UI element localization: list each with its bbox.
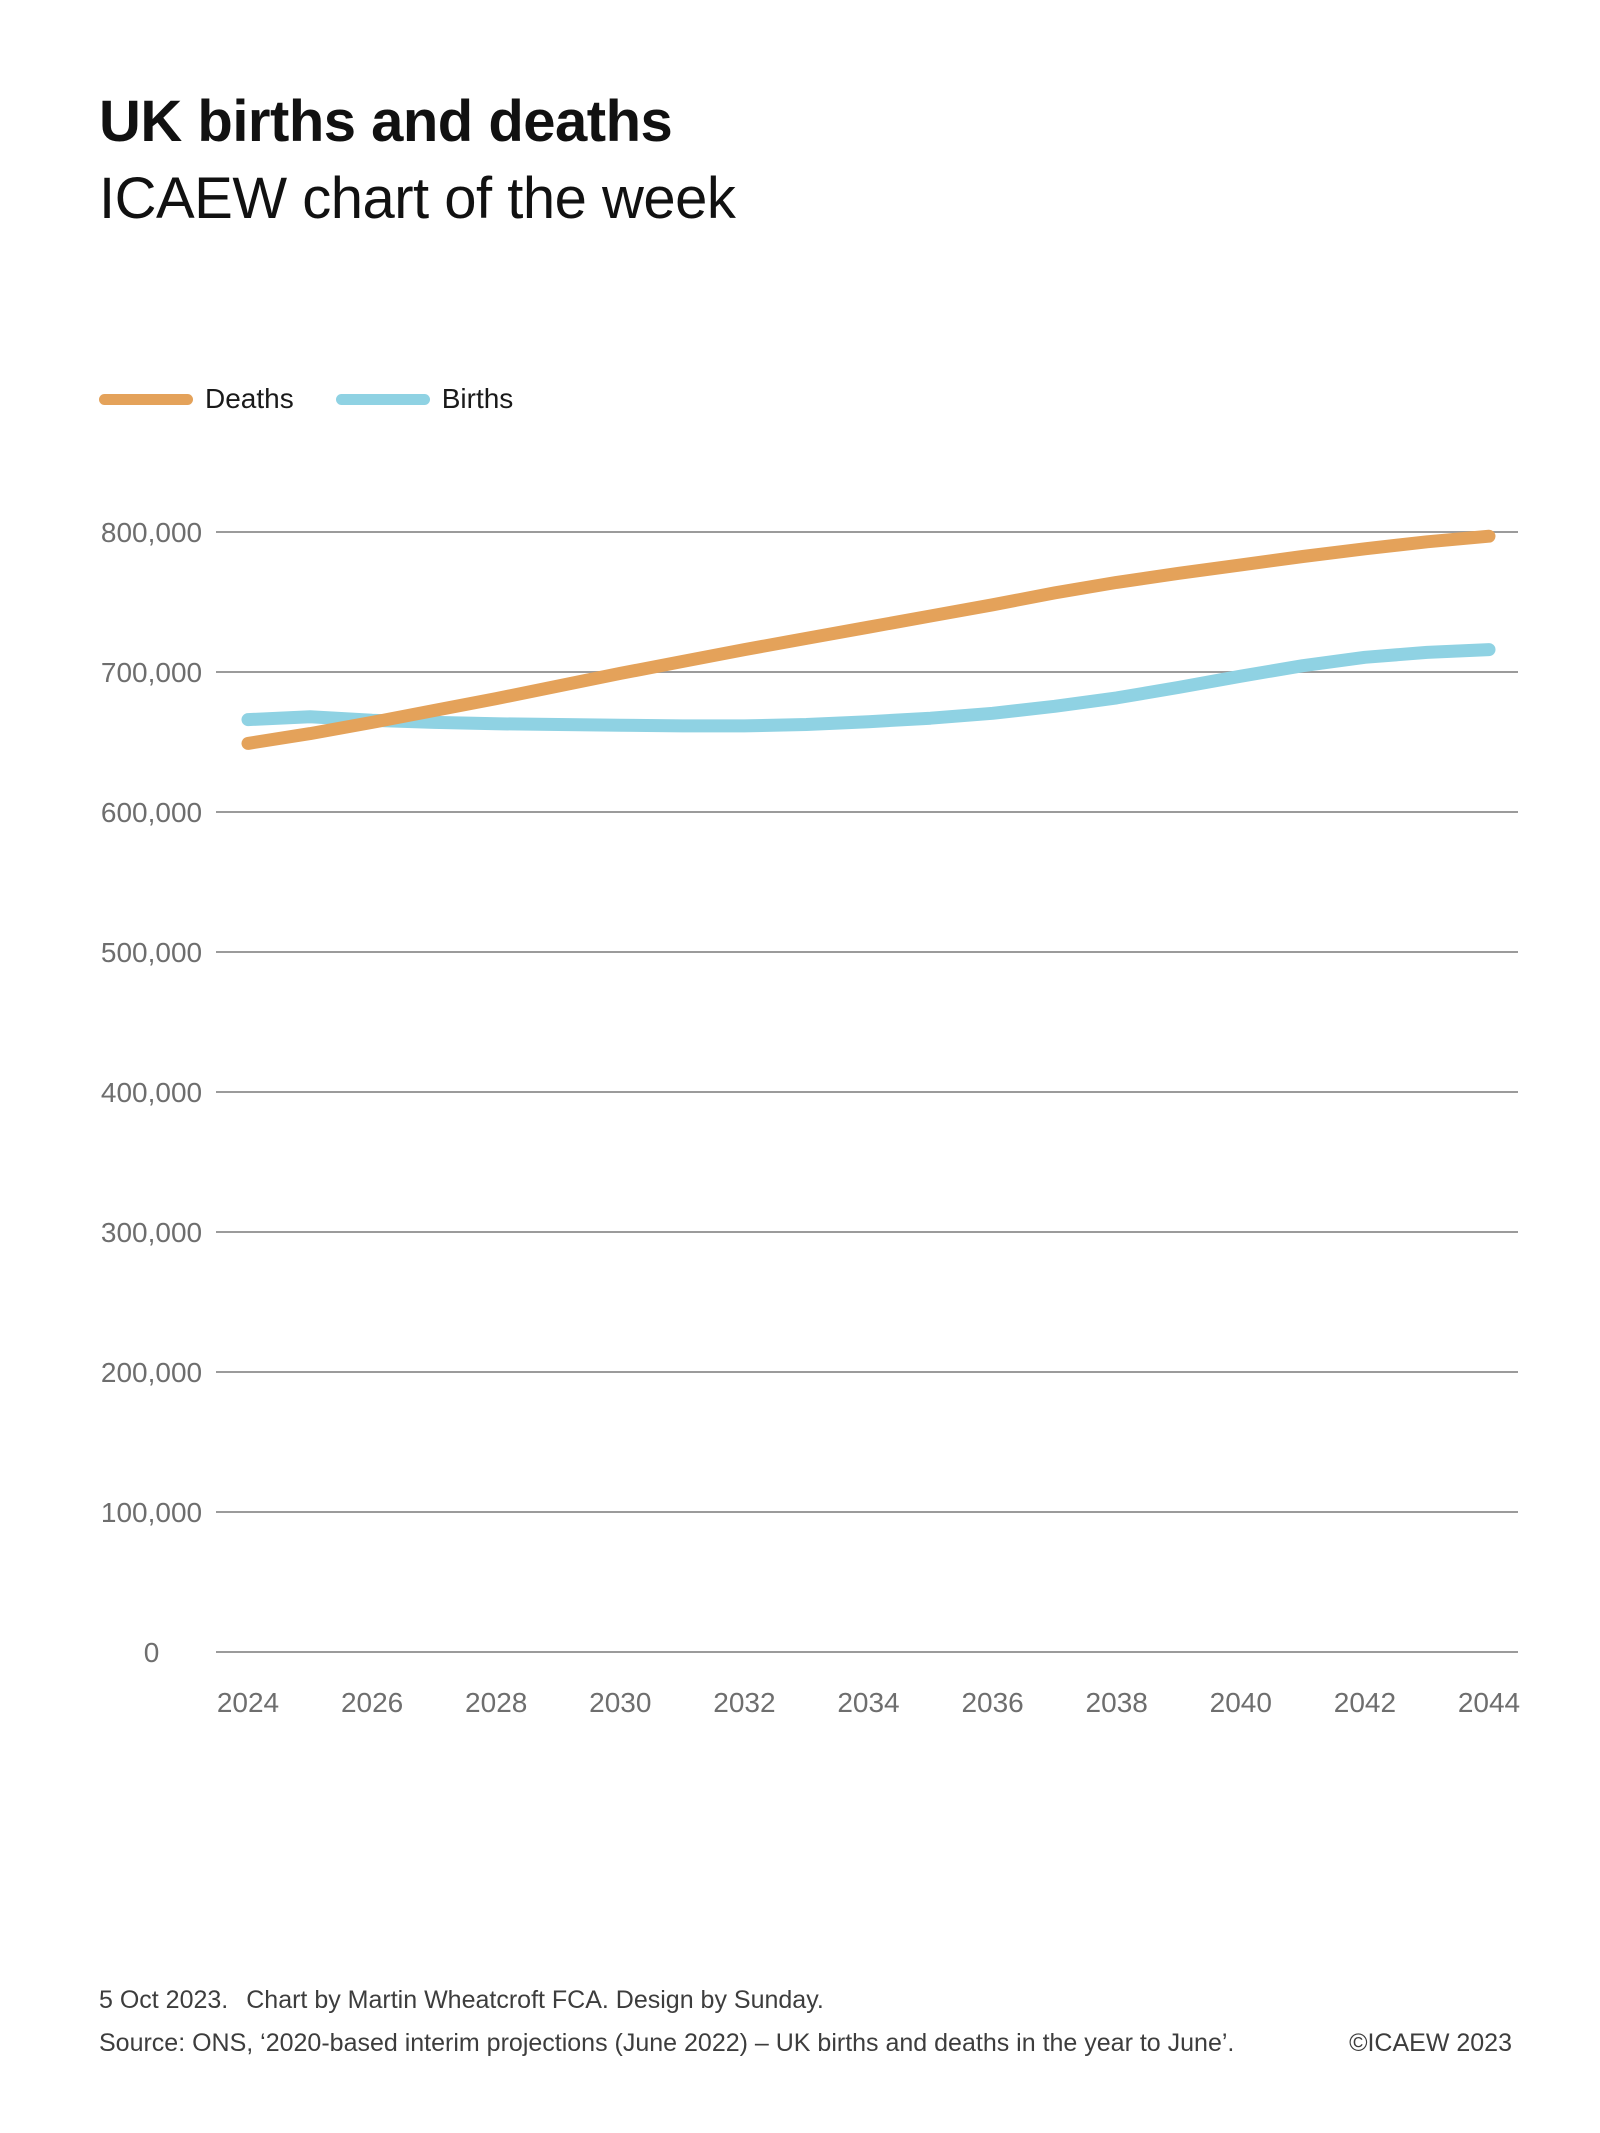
x-tick-label: 2026 bbox=[341, 1687, 403, 1718]
x-tick-label: 2032 bbox=[713, 1687, 775, 1718]
x-tick-label: 2038 bbox=[1086, 1687, 1148, 1718]
x-tick-label: 2036 bbox=[961, 1687, 1023, 1718]
legend-item-deaths: Deaths bbox=[99, 383, 294, 415]
chart-legend: Deaths Births bbox=[99, 383, 514, 415]
y-tick-label: 300,000 bbox=[101, 1217, 202, 1248]
x-tick-label: 2042 bbox=[1334, 1687, 1396, 1718]
x-tick-label: 2030 bbox=[589, 1687, 651, 1718]
source-text: Source: ONS, ‘2020-based interim project… bbox=[99, 2029, 1235, 2057]
x-tick-label: 2024 bbox=[217, 1687, 279, 1718]
deaths-line-swatch bbox=[99, 393, 193, 405]
x-tick-label: 2028 bbox=[465, 1687, 527, 1718]
footer-source-line: Source: ONS, ‘2020-based interim project… bbox=[99, 2029, 1234, 2058]
y-tick-label: 400,000 bbox=[101, 1077, 202, 1108]
page-title: UK births and deaths bbox=[99, 89, 673, 154]
deaths-line bbox=[241, 529, 1496, 750]
y-tick-label: 600,000 bbox=[101, 797, 202, 828]
y-tick-label: 800,000 bbox=[101, 517, 202, 548]
y-tick-label: 0 bbox=[144, 1637, 160, 1668]
births-line bbox=[241, 643, 1496, 733]
credit-text: Chart by Martin Wheatcroft FCA. Design b… bbox=[246, 1986, 824, 2014]
x-tick-label: 2044 bbox=[1458, 1687, 1520, 1718]
y-tick-label: 500,000 bbox=[101, 937, 202, 968]
y-tick-label: 100,000 bbox=[101, 1497, 202, 1528]
footer-credit-line: 5 Oct 2023. Chart by Martin Wheatcroft FC… bbox=[99, 1986, 824, 2015]
legend-label-births: Births bbox=[441, 383, 514, 414]
x-tick-label: 2034 bbox=[837, 1687, 899, 1718]
births-line-swatch bbox=[335, 393, 430, 405]
y-tick-label: 700,000 bbox=[101, 657, 202, 688]
legend-label-deaths: Deaths bbox=[205, 383, 294, 414]
legend-item-births: Births bbox=[335, 383, 514, 415]
y-tick-label: 200,000 bbox=[101, 1357, 202, 1388]
x-tick-label: 2040 bbox=[1210, 1687, 1272, 1718]
date-text: 5 Oct 2023. bbox=[99, 1986, 229, 2014]
copyright-text: ©ICAEW 2023 bbox=[1349, 2029, 1512, 2057]
page-subtitle: ICAEW chart of the week bbox=[99, 166, 736, 231]
